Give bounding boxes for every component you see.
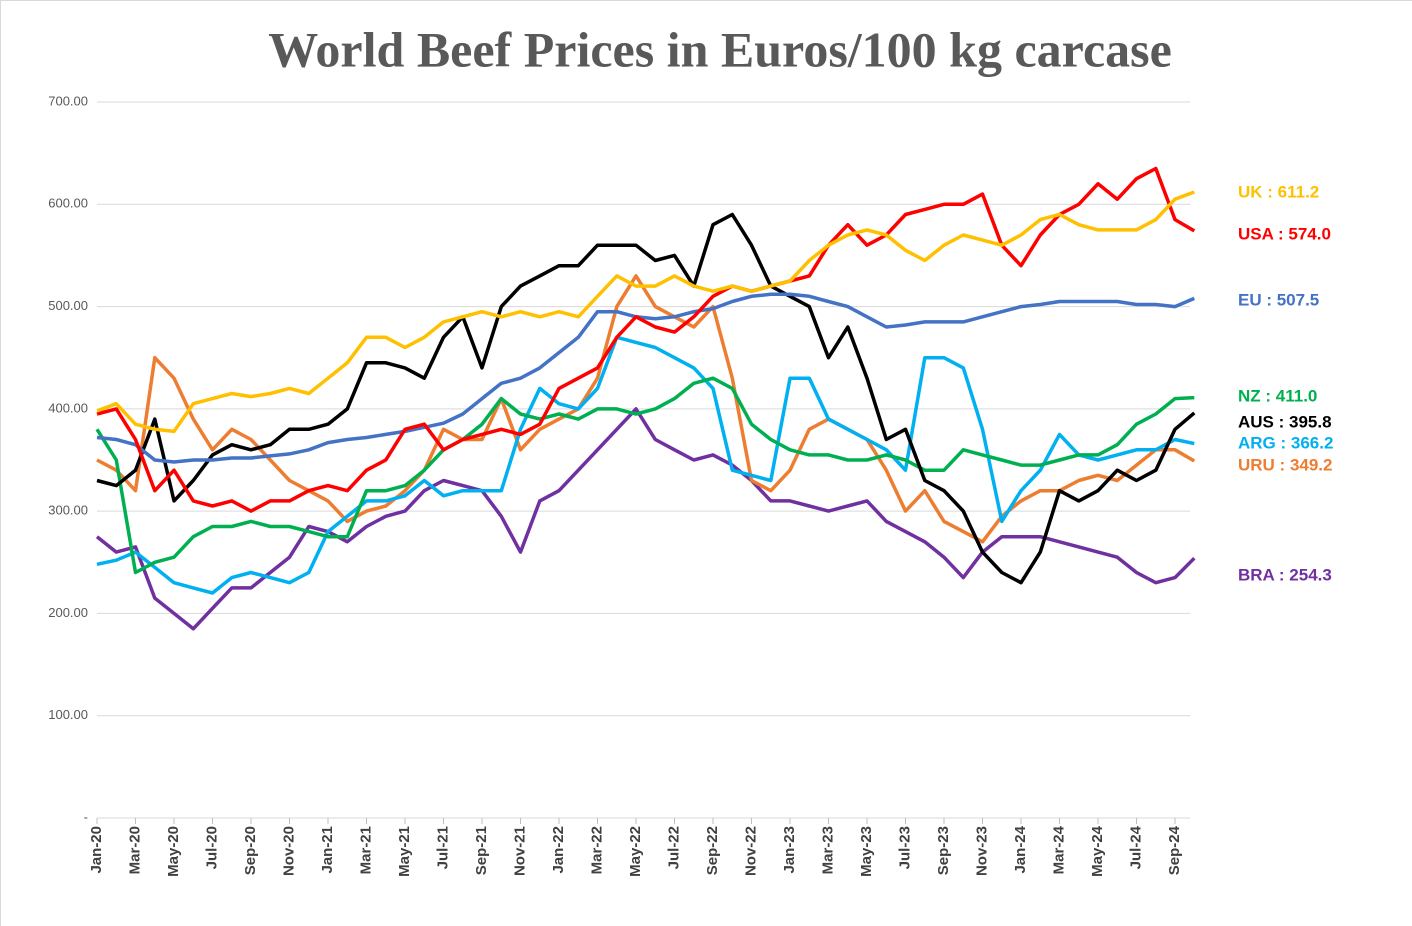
end-label: NZ : 411.0 [1238,386,1317,405]
end-label: ARG : 366.2 [1238,433,1333,452]
x-tick-label: May-22 [627,826,644,877]
x-tick-label: Sep-22 [704,826,721,875]
x-tick-label: Jul-21 [434,826,451,869]
x-tick-label: Jan-24 [1012,825,1029,873]
end-label: URU : 349.2 [1238,455,1332,474]
x-tick-label: Sep-23 [935,826,952,875]
x-tick-label: Mar-20 [126,826,143,874]
x-tick-label: Nov-23 [973,826,990,876]
x-tick-label: Sep-21 [473,826,490,875]
y-tick-label: 400.00 [48,400,88,415]
y-tick-label: - [84,809,88,824]
y-tick-label: 200.00 [48,605,88,620]
y-tick-label: 100.00 [48,707,88,722]
x-tick-label: Mar-22 [588,826,605,874]
x-tick-label: May-20 [165,826,182,877]
y-tick-label: 300.00 [48,503,88,518]
x-tick-label: May-24 [1089,825,1106,877]
end-label: EU : 507.5 [1238,290,1319,309]
y-tick-label: 700.00 [48,93,88,108]
x-tick-label: Sep-20 [242,826,259,875]
x-tick-label: May-23 [858,826,875,877]
y-tick-label: 500.00 [48,298,88,313]
x-tick-label: Sep-24 [1166,825,1183,875]
series-line [95,376,1195,575]
x-tick-label: Jul-23 [896,826,913,869]
series-line [96,335,1195,595]
x-tick-label: Mar-21 [357,826,374,874]
x-tick-label: Jan-23 [781,826,798,874]
x-tick-label: May-21 [396,826,413,877]
end-label: USA : 574.0 [1238,224,1331,243]
x-tick-label: Nov-22 [742,826,759,876]
series-line [96,212,1196,585]
series-line [95,407,1196,631]
x-tick-label: Jan-21 [319,826,336,874]
series-line [96,292,1195,464]
series-line [96,166,1196,513]
x-tick-label: Nov-20 [280,826,297,876]
x-tick-label: Jan-22 [550,826,567,874]
x-tick-label: Mar-23 [819,826,836,874]
end-label: AUS : 395.8 [1238,412,1332,431]
x-tick-label: Jul-20 [203,826,220,869]
series-line [96,190,1195,434]
x-tick-label: Jul-22 [665,826,682,869]
end-label: BRA : 254.3 [1238,565,1332,584]
x-tick-label: Mar-24 [1050,825,1067,874]
chart-title: World Beef Prices in Euros/100 kg carcas… [268,21,1172,77]
y-tick-label: 600.00 [48,196,88,211]
x-tick-label: Nov-21 [511,826,528,876]
x-tick-label: Jan-20 [88,826,105,874]
end-label: UK : 611.2 [1238,182,1319,201]
x-tick-label: Jul-24 [1127,825,1144,869]
